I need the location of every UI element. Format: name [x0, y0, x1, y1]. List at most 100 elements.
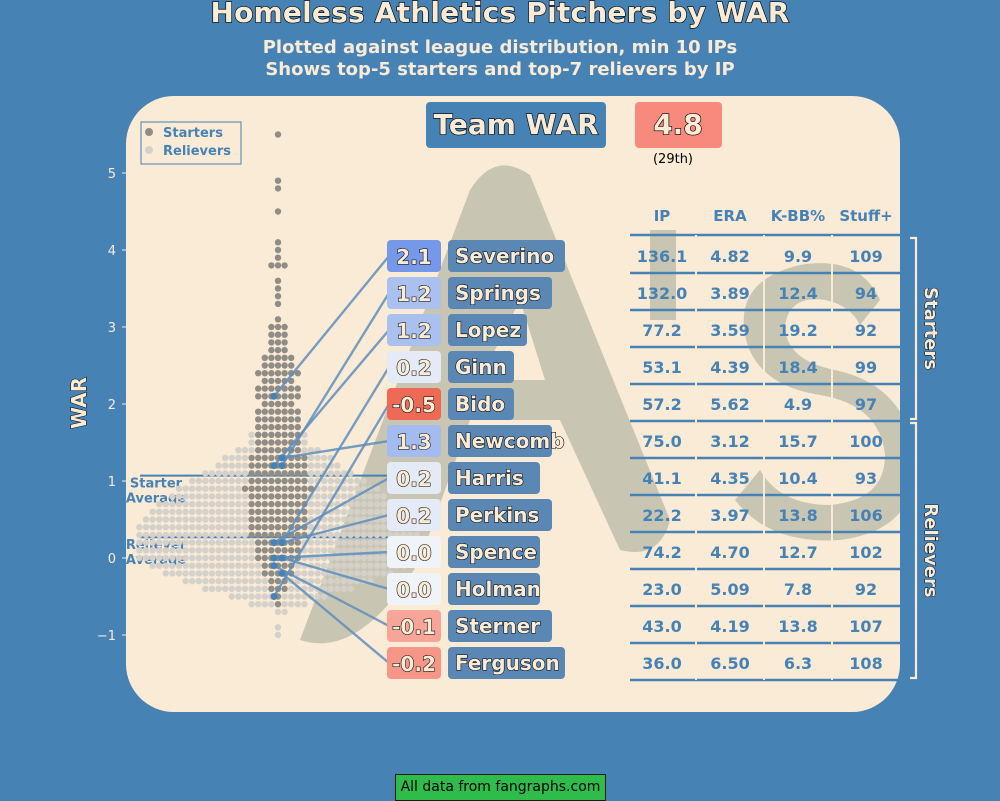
reliever-dot: [162, 547, 169, 554]
starter-dot: [268, 585, 275, 592]
reliever-dot: [175, 500, 183, 508]
reliever-dot: [327, 516, 334, 523]
name-box: [448, 314, 527, 346]
reliever-dot: [142, 539, 150, 546]
reliever-dot: [327, 531, 334, 539]
connector-line: [281, 439, 390, 460]
starter-dot: [268, 454, 275, 462]
starter-dot: [255, 416, 262, 423]
reliever-dot: [241, 593, 249, 600]
reliever-dot: [347, 531, 354, 539]
chart-title: Homeless Athletics Pitchers by WAR: [210, 0, 790, 30]
reliever-dot: [354, 516, 361, 523]
table-cell: 97: [855, 395, 877, 414]
starter-dot: [255, 531, 262, 539]
reliever-dot: [334, 516, 341, 523]
war-value: -0.2: [392, 652, 436, 676]
starter-dot: [268, 500, 275, 508]
reliever-dot: [182, 500, 189, 508]
starter-dot: [261, 539, 268, 546]
reliever-dot: [241, 454, 249, 462]
reliever-dot: [248, 431, 255, 438]
reliever-dot: [169, 508, 176, 515]
starter-dot: [294, 423, 301, 431]
table-cell: 57.2: [642, 395, 681, 414]
reliever-dot: [175, 531, 183, 539]
starter-dot: [274, 354, 282, 361]
reliever-dot: [222, 554, 229, 562]
starter-dot: [268, 346, 275, 354]
reliever-dot: [195, 485, 202, 492]
starter-dot: [248, 493, 255, 500]
starter-dot: [281, 331, 288, 338]
starter-dot: [274, 185, 282, 192]
reliever-dot: [215, 547, 222, 554]
reliever-dot: [189, 577, 196, 585]
starter-dot: [274, 323, 282, 331]
table-cell: 4.19: [710, 617, 749, 636]
reliever-dot: [235, 570, 242, 577]
starter-dot: [274, 300, 282, 308]
reliever-dot: [189, 500, 196, 508]
starter-dot: [288, 477, 295, 485]
starter-dot: [281, 400, 288, 408]
starter-dot: [268, 439, 275, 446]
starter-dot: [274, 331, 282, 338]
starter-dot: [268, 516, 275, 523]
player-name: Newcomb: [455, 429, 565, 453]
team-war-value: 4.8: [653, 108, 703, 141]
reliever-dot: [248, 570, 255, 577]
reliever-dot: [235, 454, 242, 462]
reliever-dot: [321, 593, 328, 600]
reliever-dot: [241, 477, 249, 485]
reliever-dot: [321, 477, 328, 485]
starter-dot: [261, 423, 268, 431]
player-name: Perkins: [455, 503, 539, 527]
name-box: [448, 388, 514, 420]
name-box: [448, 240, 565, 272]
reliever-dot: [373, 570, 381, 577]
reliever-dot: [228, 577, 235, 585]
reliever-dot: [248, 593, 255, 600]
team-war: Team WAR 4.8 (29th): [426, 102, 722, 167]
connector-line: [280, 292, 391, 467]
reliever-dot: [182, 531, 189, 539]
starter-dot: [281, 323, 288, 331]
starter-dot: [274, 431, 282, 438]
connector-line: [281, 572, 390, 664]
table-cell: 53.1: [642, 358, 681, 377]
reliever-dot: [235, 462, 242, 469]
starter-dot: [288, 416, 295, 423]
starter-dot: [274, 423, 282, 431]
reliever-dot: [360, 508, 367, 515]
reliever-dot: [162, 554, 169, 562]
reliever-dot: [321, 539, 328, 546]
war-value: 1.3: [396, 430, 431, 454]
reliever-dot: [189, 531, 196, 539]
reliever-dot: [314, 462, 321, 469]
reliever-dot: [360, 500, 367, 508]
table-cell: 36.0: [642, 654, 681, 673]
starter-dot: [274, 477, 282, 485]
reliever-dot: [189, 570, 196, 577]
reliever-dot: [169, 547, 176, 554]
starter-dot: [268, 354, 275, 361]
table-cell: 41.1: [642, 469, 681, 488]
reliever-dot: [195, 516, 202, 523]
reliever-dot: [241, 508, 249, 515]
starter-dot: [281, 423, 288, 431]
starter-dot: [274, 370, 282, 377]
reliever-dot: [327, 577, 334, 585]
starter-dot: [255, 500, 262, 508]
player-dot: [270, 554, 278, 562]
reliever-dot: [195, 562, 202, 569]
starter-dot: [274, 208, 282, 215]
table-cell: 132.0: [637, 284, 688, 303]
legend: Starters Relievers: [140, 121, 242, 165]
reliever-dot: [314, 470, 321, 477]
reliever-dot: [354, 508, 361, 515]
starter-dot: [274, 493, 282, 500]
connector-line: [281, 556, 390, 591]
starter-dot: [281, 547, 288, 554]
table-cell: 7.8: [784, 580, 812, 599]
